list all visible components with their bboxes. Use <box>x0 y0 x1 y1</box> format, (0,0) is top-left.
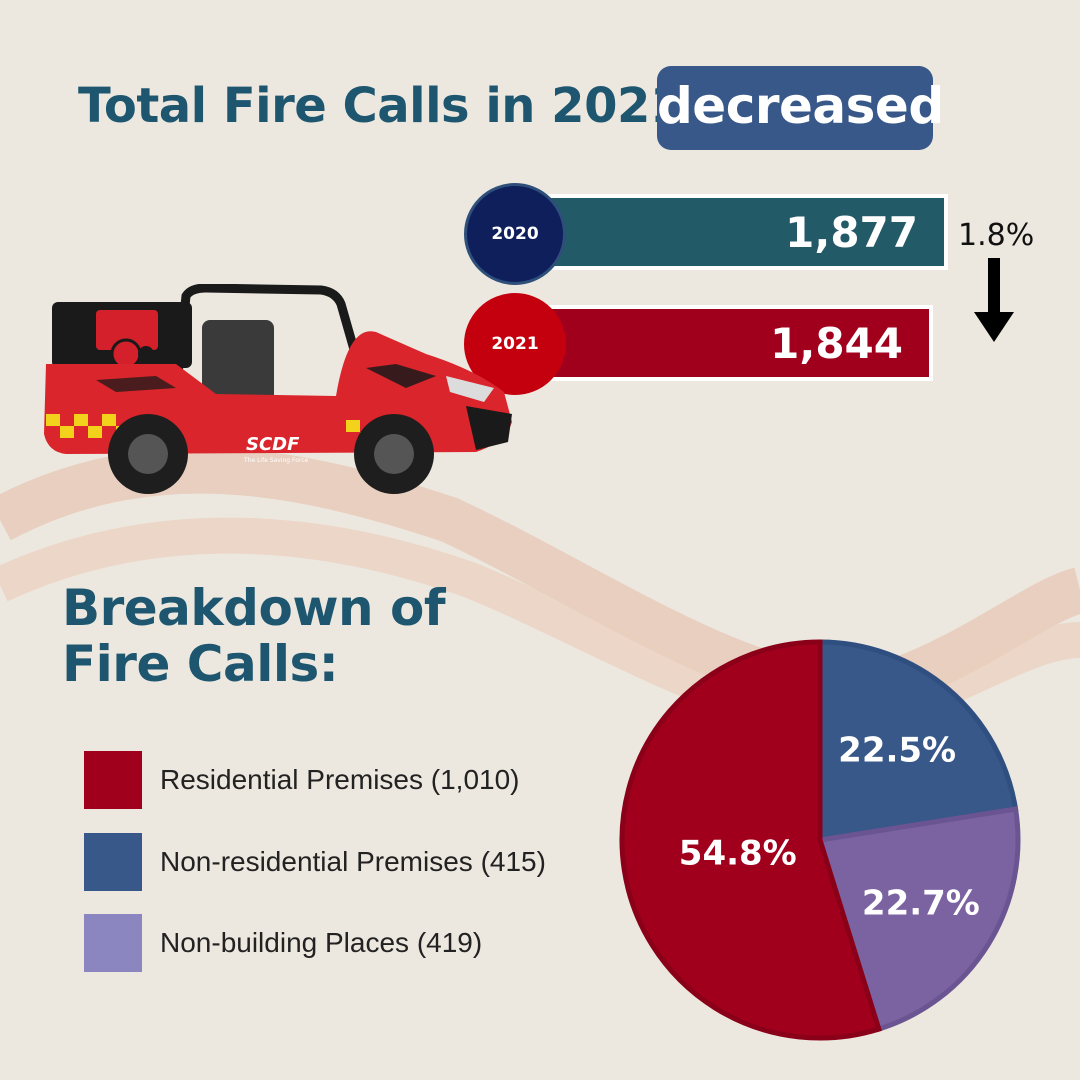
bar-2021: 1,844 <box>540 305 933 381</box>
year-label-2021: 2021 <box>491 334 539 354</box>
legend-swatch-non-residential <box>84 833 142 891</box>
pie-slice-non-building <box>816 806 1021 1033</box>
title-highlight: decreased <box>657 66 944 150</box>
year-badge-2020: 2020 <box>464 183 566 285</box>
pie-label-non-residential: 22.5% <box>838 731 956 771</box>
pie-label-residential: 54.8% <box>679 833 797 873</box>
pie-slice-non-residential <box>817 639 1019 843</box>
vehicle-brand: SCDF <box>246 434 300 455</box>
down-arrow-icon <box>974 258 1014 342</box>
bar-value-2021: 1,844 <box>770 318 903 368</box>
legend-label-non-residential: Non-residential Premises (415) <box>160 846 546 877</box>
legend-swatch-residential <box>84 751 142 809</box>
vehicle-tagline: The Life Saving Force <box>243 457 309 464</box>
bar-value-2020: 1,877 <box>785 207 918 257</box>
change-percent: 1.8% <box>958 218 1035 253</box>
breakdown-title: Breakdown of Fire Calls: <box>62 579 446 693</box>
bar-2020: 1,877 <box>540 194 948 270</box>
pie-slice-residential <box>619 639 882 1041</box>
pie-label-non-building: 22.7% <box>862 884 980 924</box>
page-title: Total Fire Calls in 2021 <box>78 78 683 134</box>
legend-swatch-non-building <box>84 914 142 972</box>
fire-vehicle-illustration: SCDF The Life Saving Force <box>44 284 512 494</box>
legend-label-residential: Residential Premises (1,010) <box>160 764 520 795</box>
year-label-2020: 2020 <box>491 224 539 244</box>
legend-label-non-building: Non-building Places (419) <box>160 927 483 958</box>
